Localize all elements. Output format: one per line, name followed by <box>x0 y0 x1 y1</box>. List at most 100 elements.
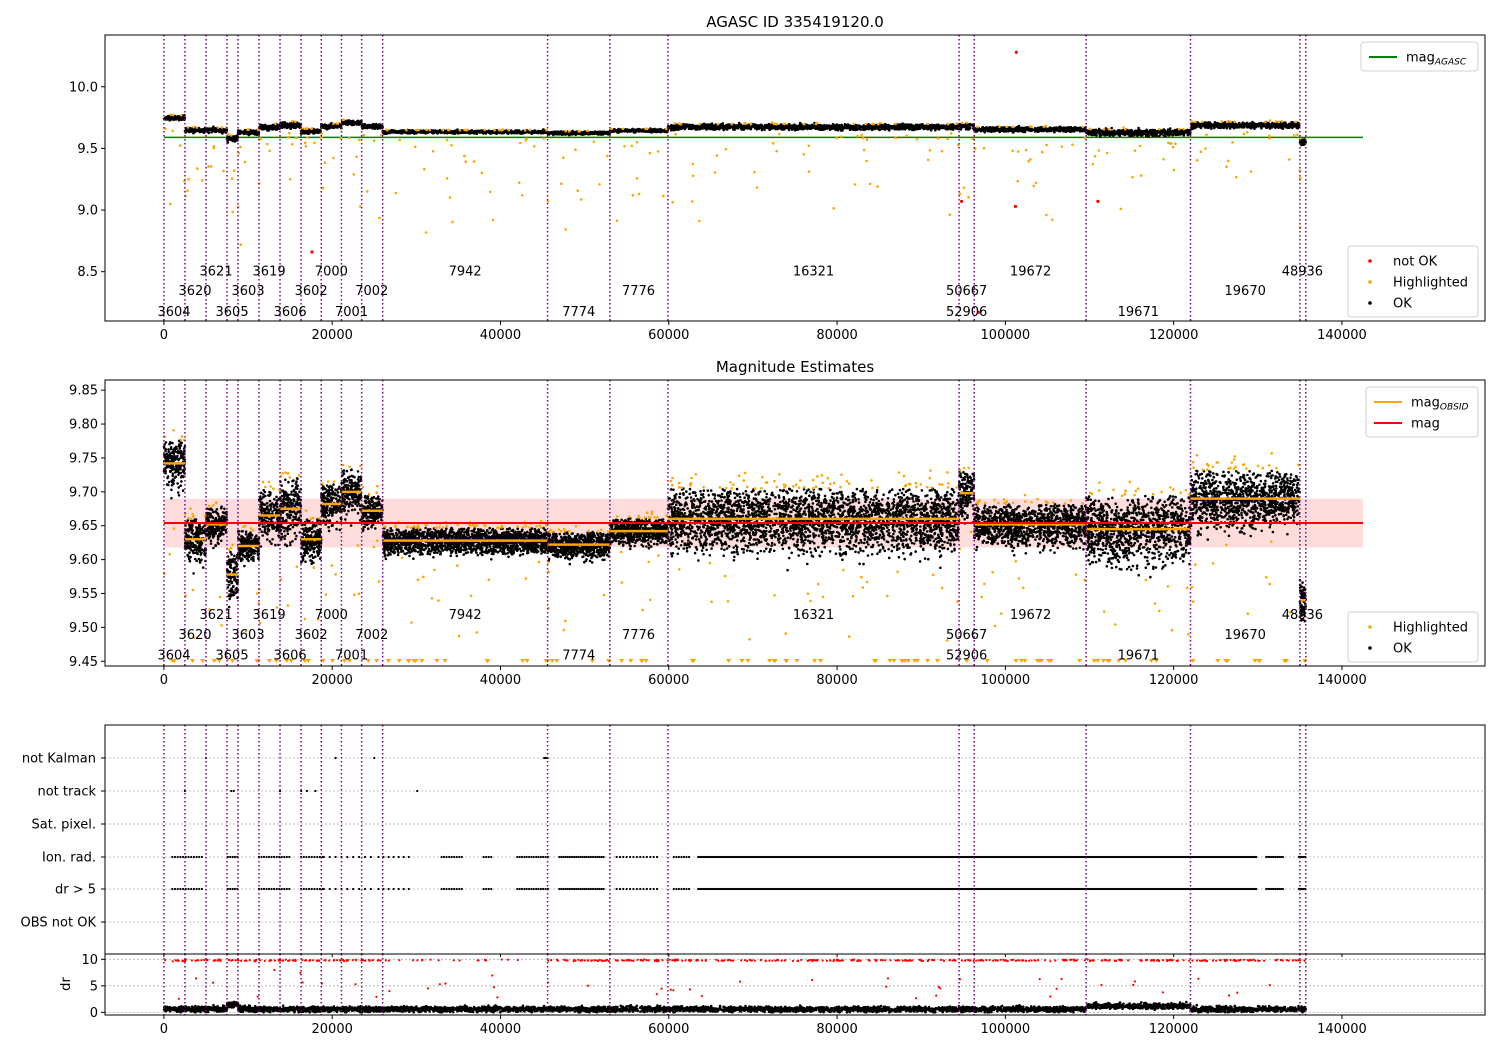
obsid-label: 7001 <box>335 305 368 320</box>
obsid-label: 3619 <box>253 264 286 279</box>
obsid-label: 50667 <box>946 284 987 299</box>
y-tick-label: 10.0 <box>69 80 98 95</box>
obsid-label: 19672 <box>1010 264 1051 279</box>
obsid-label: 3606 <box>274 305 307 320</box>
obsid-label: 3621 <box>200 608 233 623</box>
legend-marker-swatch <box>1368 280 1372 284</box>
obsid-label: 19670 <box>1225 628 1266 643</box>
legend-box <box>1347 245 1479 318</box>
x-tick-label: 60000 <box>648 328 689 343</box>
obsid-label: 7774 <box>562 305 595 320</box>
obsid-label: 3606 <box>274 648 307 663</box>
x-tick-label: 40000 <box>480 328 521 343</box>
x-tick-label: 140000 <box>1317 1022 1367 1037</box>
highlighted-points <box>163 429 1300 642</box>
obsid-label: 3603 <box>232 628 265 643</box>
ok-points <box>163 113 1308 147</box>
x-tick-label: 0 <box>160 328 168 343</box>
obsid-label: 7776 <box>622 284 655 299</box>
y-tick-label: 9.85 <box>69 384 98 399</box>
x-tick-label: 0 <box>160 1022 168 1037</box>
obsid-label: 7001 <box>335 648 368 663</box>
obsid-label: 52906 <box>946 648 987 663</box>
legend-marker-swatch <box>1368 625 1372 629</box>
x-tick-label: 20000 <box>312 673 353 688</box>
legend-box <box>1347 611 1479 663</box>
legend-label: mag <box>1411 417 1440 432</box>
legend-label: Highlighted <box>1393 276 1468 291</box>
clipped-low-markers <box>169 659 1308 663</box>
y-tick-label: 9.70 <box>69 485 98 500</box>
flag-row-label: Ion. rad. <box>42 851 96 866</box>
obsid-label: 19671 <box>1118 648 1159 663</box>
x-tick-label: 120000 <box>1149 328 1199 343</box>
legend-label-subscript: AGASC <box>1434 58 1467 68</box>
obsid-label: 16321 <box>793 264 834 279</box>
obsid-label: 48936 <box>1282 264 1323 279</box>
obsid-label: 7002 <box>355 628 388 643</box>
dr-ok-points <box>162 1000 1307 1014</box>
legend-label: OK <box>1393 642 1412 657</box>
x-tick-label: 40000 <box>480 673 521 688</box>
x-tick-label: 100000 <box>981 673 1031 688</box>
panel4-frame <box>104 953 1486 1016</box>
obsid-label: 3621 <box>200 264 233 279</box>
obsid-label: 7000 <box>315 264 348 279</box>
x-tick-label: 140000 <box>1317 328 1367 343</box>
y-tick-label: 9.50 <box>69 621 98 636</box>
obsid-label: 3620 <box>178 628 211 643</box>
obsid-label: 3602 <box>295 284 328 299</box>
flag-row-label: not Kalman <box>22 752 96 767</box>
legend-marker-swatch <box>1368 259 1372 263</box>
y-tick-label: 9.5 <box>77 142 98 157</box>
obsid-label: 7942 <box>449 264 482 279</box>
x-tick-label: 60000 <box>648 1022 689 1037</box>
obsid-label: 7776 <box>622 628 655 643</box>
legend-box <box>1365 386 1479 438</box>
obsid-label: 7000 <box>315 608 348 623</box>
y-tick-label: 9.80 <box>69 418 98 433</box>
legend-box <box>1360 41 1479 72</box>
x-tick-label: 140000 <box>1317 673 1367 688</box>
flag-points <box>171 756 1307 891</box>
flag-row-label: not track <box>37 785 96 800</box>
flag-row-label: Sat. pixel. <box>32 818 96 833</box>
obsid-label: 3605 <box>216 648 249 663</box>
y-tick-label: 9.0 <box>77 204 98 219</box>
x-tick-label: 40000 <box>480 1022 521 1037</box>
panel-dr: 0 20000 40000 60000 80000 100000 120000 140000 0… <box>59 953 1486 1037</box>
legend-label: Highlighted <box>1393 621 1468 636</box>
legend-panel1-bottom: not OK Highlighted OK <box>1347 245 1479 318</box>
legend-panel2-bottom: Highlighted OK <box>1347 611 1479 663</box>
x-tick-label: 80000 <box>816 328 857 343</box>
obsid-label: 7002 <box>355 284 388 299</box>
y-tick-label: 9.75 <box>69 451 98 466</box>
x-tick-label: 80000 <box>816 673 857 688</box>
x-tick-label: 60000 <box>648 673 689 688</box>
x-tick-label: 120000 <box>1149 673 1199 688</box>
obsid-label: 19671 <box>1118 305 1159 320</box>
panel-agasc: AGASC ID 335419120.0 3604 3620 3621 3605 360… <box>69 13 1486 343</box>
obsid-label: 16321 <box>793 608 834 623</box>
dr-axis-label: dr <box>59 977 74 991</box>
y-tick-label: 9.65 <box>69 519 98 534</box>
x-tick-label: 80000 <box>816 1022 857 1037</box>
y-tick-label: 5 <box>90 979 98 994</box>
legend-label: not OK <box>1393 255 1438 270</box>
y-tick-label: 0 <box>90 1006 98 1021</box>
obsid-label: 3605 <box>216 305 249 320</box>
flag-row-label: OBS not OK <box>21 916 97 931</box>
legend-label: OK <box>1393 297 1412 312</box>
x-tick-label: 100000 <box>981 328 1031 343</box>
y-tick-label: 9.45 <box>69 655 98 670</box>
highlighted-points <box>164 113 1302 246</box>
obsid-label: 52906 <box>946 305 987 320</box>
y-tick-label: 8.5 <box>77 265 98 280</box>
x-tick-label: 0 <box>160 673 168 688</box>
x-tick-label: 20000 <box>312 328 353 343</box>
y-tick-label: 9.60 <box>69 553 98 568</box>
panel-magnitude-estimates: Magnitude Estimates 3604 3620 3621 3605 3603… <box>69 358 1486 688</box>
x-tick-label: 20000 <box>312 1022 353 1037</box>
